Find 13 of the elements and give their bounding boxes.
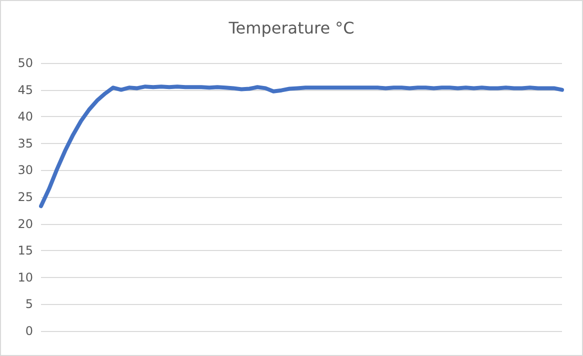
y-tick-label: 15 xyxy=(18,244,33,258)
line-series xyxy=(39,84,564,208)
y-tick-label: 5 xyxy=(25,297,33,312)
y-tick-label: 30 xyxy=(18,163,33,178)
y-tick-label: 10 xyxy=(18,270,33,284)
y-tick-label: 50 xyxy=(18,56,33,70)
y-tick-label: 45 xyxy=(18,82,33,97)
y-tick-label: 0 xyxy=(25,324,33,338)
y-tick-label: 40 xyxy=(18,110,33,124)
y-tick-label: 20 xyxy=(18,216,33,231)
chart-title: Temperature °C xyxy=(228,18,354,38)
y-tick-label: 35 xyxy=(18,136,33,150)
y-tick-label: 25 xyxy=(18,190,33,204)
